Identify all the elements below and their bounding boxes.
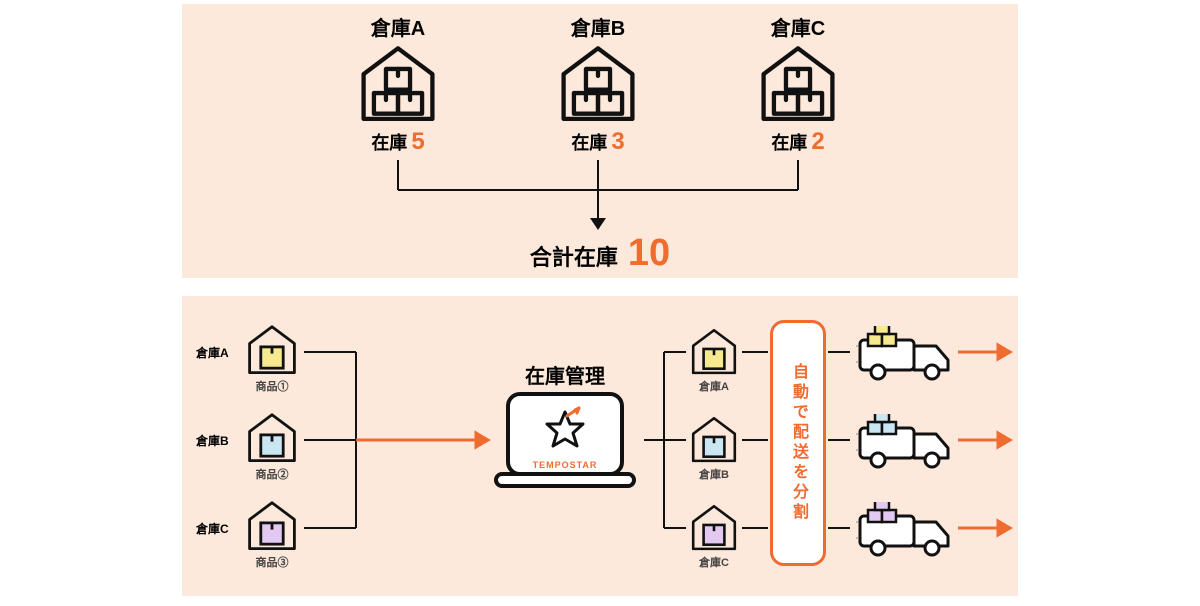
arrow-right-icon <box>998 345 1010 359</box>
arrow-right-icon <box>476 433 488 447</box>
arrow-right-icon <box>998 521 1010 535</box>
arrow-right-icon <box>998 433 1010 447</box>
bottom-flow-lines <box>0 0 1200 606</box>
diagram-canvas: 倉庫A 倉庫B 倉庫C 在庫 5 在庫 3 在庫 <box>0 0 1200 606</box>
